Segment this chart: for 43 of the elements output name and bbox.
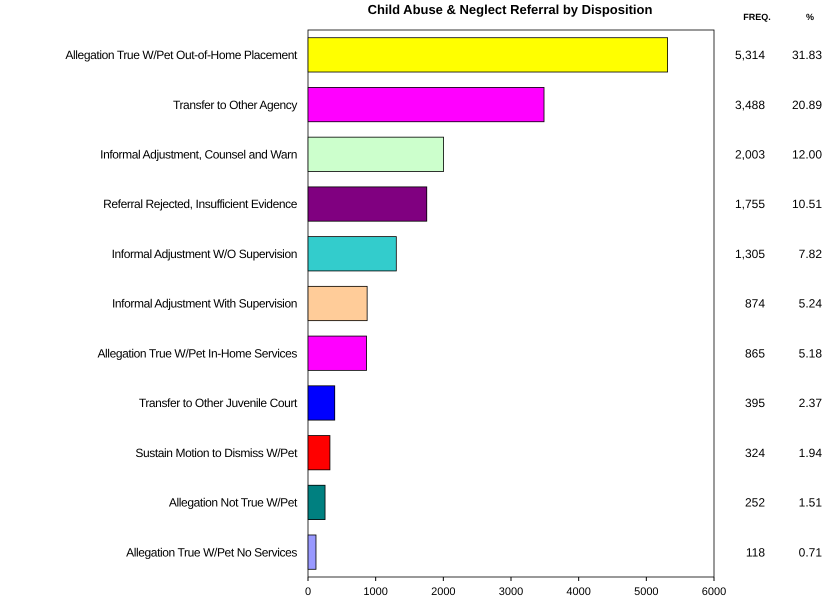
text: 5.24 (798, 296, 822, 311)
data-label: 2,003 (734, 148, 766, 162)
data-label: 118 (746, 545, 766, 560)
data-label: 5,314 (734, 48, 766, 62)
y-tick-label: Informal Adjustment W/O Supervision (112, 246, 297, 261)
text: % (806, 12, 814, 22)
y-tick-label: Transfer to Other Juvenile Court (138, 396, 298, 410)
y-tick-label: Transfer to Other Agency (172, 98, 298, 112)
x-tick-label: 6000 (702, 586, 726, 598)
x-tick-label: 5000 (634, 586, 659, 598)
text: FREQ. (743, 12, 771, 22)
y-tick-label: Referral Rejected, Insufficient Evidence (103, 197, 298, 212)
y-tick-label: Allegation True W/Pet In-Home Services (97, 346, 298, 360)
x-tick-label: 2000 (431, 586, 456, 598)
y-tick-label: Sustain Motion to Dismiss W/Pet (135, 446, 298, 460)
text: 31.83 (792, 48, 822, 62)
chart-title: Child Abuse & Neglect Referral by Disposition (368, 2, 652, 17)
data-label: 252 (744, 496, 766, 510)
y-tick-label: Informal Adjustment With Supervision (112, 296, 297, 311)
text: 5.18 (798, 346, 822, 360)
x-tick-label: 1000 (363, 586, 388, 598)
y-tick-label: Informal Adjustment, Counsel and Warn (100, 148, 297, 162)
y-tick-label: Allegation True W/Pet No Services (126, 545, 298, 560)
data-label: 1,305 (734, 246, 766, 261)
y-tick-label: Allegation Not True W/Pet (168, 496, 298, 510)
text: 2.37 (798, 396, 822, 410)
x-tick-label: 0 (304, 586, 312, 598)
data-label: 3,488 (734, 98, 766, 112)
text: 20.89 (792, 98, 822, 112)
text: 1.94 (798, 446, 822, 460)
x-tick-label: 4000 (566, 586, 591, 598)
data-label: 324 (744, 446, 766, 460)
text: 7.82 (798, 246, 822, 261)
text: 1.51 (798, 496, 822, 510)
y-tick-label: Allegation True W/Pet Out-of-Home Placement (65, 48, 298, 62)
text: 10.51 (792, 197, 822, 212)
data-label: 395 (744, 396, 766, 410)
data-label: 865 (744, 346, 766, 360)
data-label: 874 (744, 296, 766, 311)
text: 0.71 (798, 545, 822, 560)
x-tick-label: 3000 (498, 586, 524, 598)
text: 12.00 (792, 148, 822, 162)
data-label: 1,755 (734, 197, 766, 212)
